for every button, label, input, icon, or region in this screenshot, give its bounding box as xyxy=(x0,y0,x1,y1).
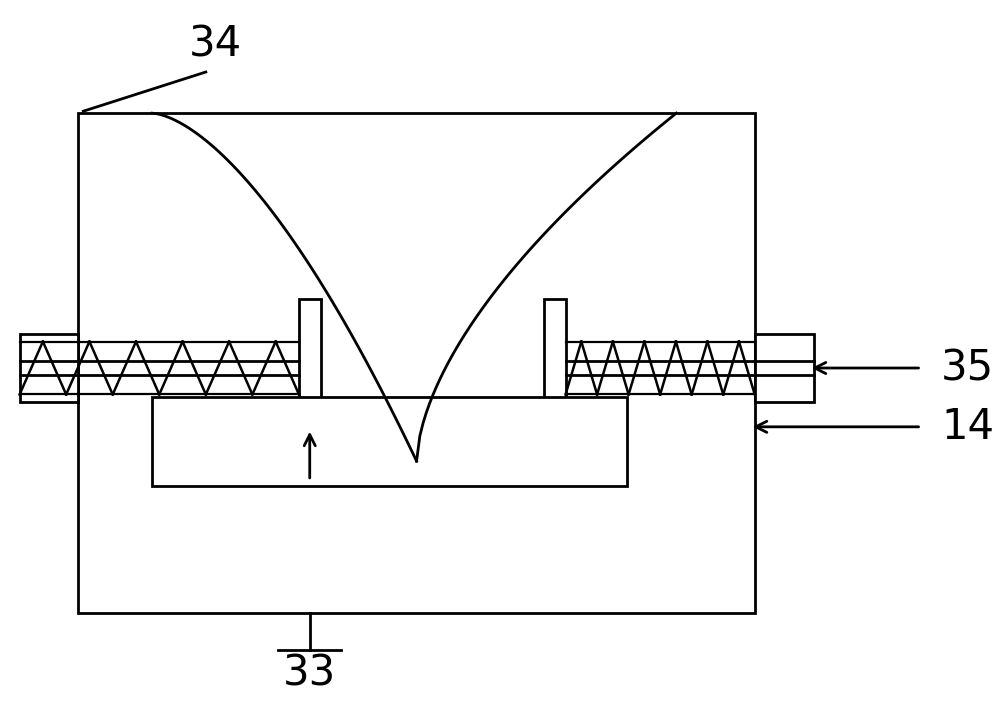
Bar xyxy=(152,397,627,486)
Bar xyxy=(755,333,814,402)
Bar xyxy=(78,113,755,613)
Text: 34: 34 xyxy=(189,24,242,65)
Text: 14: 14 xyxy=(941,406,994,448)
Text: 35: 35 xyxy=(941,347,994,389)
Text: 33: 33 xyxy=(283,653,336,695)
Bar xyxy=(20,333,78,402)
Bar xyxy=(299,299,321,437)
Bar xyxy=(544,299,566,437)
